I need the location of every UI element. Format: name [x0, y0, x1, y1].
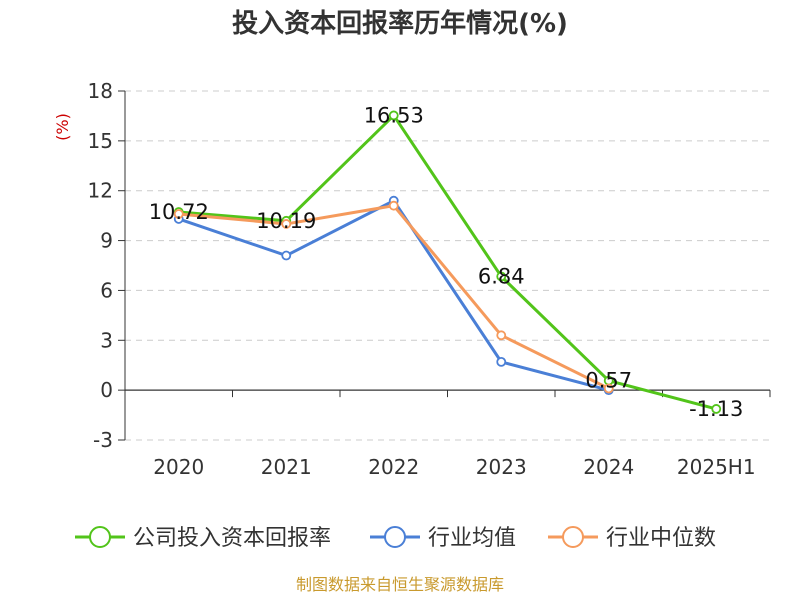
y-tick-label: -3	[93, 428, 113, 452]
series-line-2	[178, 204, 610, 390]
data-label-layer: 10.72 10.19 16.53 6.84 0.57 -1.13	[149, 103, 744, 420]
legend-label-2: 行业中位数	[606, 526, 716, 551]
axis-layer: -3 0 3 6 9 12 15 18 2020 2021 2022 2023 2024 2025H1	[88, 79, 771, 479]
x-tick-label: 2023	[476, 455, 527, 479]
data-point	[496, 356, 507, 367]
legend-label-0: 公司投入资本回报率	[133, 526, 331, 551]
x-tick-label: 2025H1	[677, 455, 756, 479]
data-label: 16.53	[364, 103, 424, 127]
y-tick-label: 0	[100, 378, 113, 402]
series-layer	[173, 110, 722, 414]
y-tick-label: 18	[88, 79, 113, 103]
data-point	[711, 404, 722, 414]
data-point	[496, 330, 507, 341]
y-tick-label: 15	[88, 129, 113, 153]
data-point	[496, 271, 507, 282]
data-label: 0.57	[585, 369, 632, 393]
x-tick-label: 2024	[583, 455, 634, 479]
data-label: 10.72	[149, 200, 209, 224]
series-line-1	[178, 199, 610, 392]
data-label: 10.19	[256, 209, 316, 233]
chart-title: 投入资本回报率历年情况(%)	[232, 8, 568, 39]
legend-marker-0	[89, 526, 111, 548]
legend-marker-1	[384, 526, 406, 548]
source-note: 制图数据来自恒生聚源数据库	[296, 575, 504, 594]
legend: 公司投入资本回报率 行业均值 行业中位数	[75, 526, 716, 551]
x-tick-label: 2022	[368, 455, 419, 479]
y-tick-label: 3	[100, 328, 113, 352]
data-point	[388, 200, 399, 211]
grid-layer	[125, 90, 770, 441]
y-tick-label: 9	[100, 229, 113, 253]
data-point	[281, 219, 292, 229]
x-tick-label: 2021	[261, 455, 312, 479]
series-line-0	[178, 113, 717, 411]
legend-marker-2	[562, 526, 584, 548]
y-tick-label: 12	[88, 179, 113, 203]
x-tick-label: 2020	[153, 455, 204, 479]
data-point	[603, 383, 614, 394]
legend-label-1: 行业均值	[428, 526, 516, 551]
data-point	[388, 110, 399, 121]
data-point	[281, 250, 292, 261]
data-label: 6.84	[478, 264, 525, 288]
data-point	[173, 209, 184, 219]
y-tick-label: 6	[100, 278, 113, 302]
y-axis-unit-label: (%)	[53, 113, 72, 141]
data-label: -1.13	[689, 397, 743, 421]
